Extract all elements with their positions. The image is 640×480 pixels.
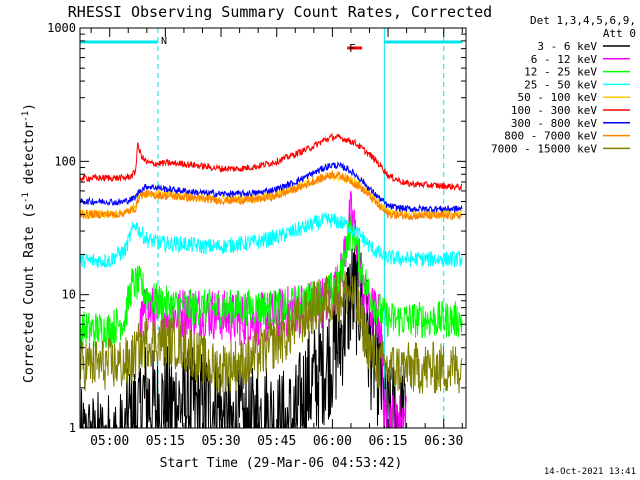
- y-axis-label-end: ): [22, 103, 37, 111]
- y-tick-label: 1: [69, 421, 76, 435]
- legend-label: 3 - 6 keV: [537, 40, 597, 53]
- series-line: [79, 169, 463, 221]
- legend-label: 6 - 12 keV: [531, 53, 598, 66]
- y-tick-label: 1000: [47, 21, 76, 35]
- legend-label: 100 - 300 keV: [511, 104, 597, 117]
- night-label: N: [161, 36, 167, 47]
- flare-label: F: [349, 42, 356, 55]
- legend-header-line-1: Det 1,3,4,5,6,9,: [530, 14, 636, 27]
- y-tick-labels: 1 10 100 1000: [47, 21, 76, 435]
- y-axis-label: Corrected Count Rate (s-1 detector-1): [21, 103, 37, 383]
- legend-header-line-2: Att 0: [603, 27, 636, 40]
- chart-title: RHESSI Observing Summary Count Rates, Co…: [68, 3, 492, 21]
- timestamp: 14-Oct-2021 13:41: [544, 467, 636, 477]
- x-tick-label: 05:00: [90, 434, 129, 449]
- y-axis-label-sup1: -1: [21, 192, 31, 203]
- x-tick-label: 05:30: [201, 434, 240, 449]
- series-line: [79, 161, 463, 214]
- legend-label: 300 - 800 keV: [511, 117, 597, 130]
- series-lines: [79, 132, 463, 430]
- plot-axes: [79, 27, 467, 429]
- x-tick-label: 06:30: [424, 434, 463, 449]
- y-axis-label-mid: detector: [22, 122, 37, 193]
- legend-label: 7000 - 15000 keV: [491, 142, 597, 155]
- plot-frame: [79, 27, 467, 429]
- y-tick-label: 100: [54, 154, 76, 168]
- series-line: [79, 270, 463, 395]
- legend-label: 25 - 50 keV: [524, 78, 597, 91]
- y-axis-label-main: Corrected Count Rate (s: [22, 203, 37, 383]
- x-tick-label: 06:15: [368, 434, 407, 449]
- x-tick-labels: 05:00 05:15 05:30 05:45 06:00 06:15 06:30: [90, 434, 463, 449]
- series-line: [79, 132, 463, 192]
- legend-label: 50 - 100 keV: [518, 91, 598, 104]
- y-tick-label: 10: [62, 288, 76, 302]
- legend-label: 12 - 25 keV: [524, 66, 597, 79]
- legend-label: 800 - 7000 keV: [504, 130, 597, 143]
- y-axis-label-sup2: -1: [21, 111, 31, 122]
- x-axis-label: Start Time (29-Mar-06 04:53:42): [160, 456, 403, 471]
- series-line: [79, 211, 463, 269]
- x-tick-label: 06:00: [313, 434, 352, 449]
- x-tick-label: 05:15: [146, 434, 185, 449]
- series-line: [80, 238, 407, 430]
- x-tick-label: 05:45: [257, 434, 296, 449]
